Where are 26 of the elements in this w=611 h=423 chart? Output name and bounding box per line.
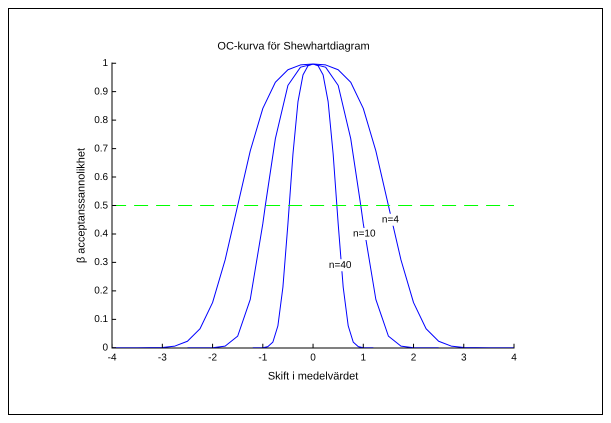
x-tick-label: 3 <box>460 352 467 364</box>
x-tick-label: -1 <box>258 352 268 364</box>
y-tick-label: 0.8 <box>94 114 109 126</box>
y-tick-label: 0 <box>102 342 109 354</box>
y-tick-label: 0.7 <box>94 143 109 154</box>
annotation: n=4 <box>382 214 400 226</box>
x-tick-label: -3 <box>158 352 168 364</box>
y-axis-title: β acceptanssannolikhet <box>76 148 88 264</box>
x-tick-label: 4 <box>511 352 518 364</box>
y-tick-label: 0.4 <box>94 228 109 240</box>
x-tick-label: 2 <box>410 352 417 364</box>
y-tick-label: 0.9 <box>94 86 109 98</box>
annotation: n=10 <box>353 228 376 240</box>
y-tick-label: 0.3 <box>94 257 109 268</box>
x-axis-title: Skift i medelvärdet <box>268 370 358 382</box>
x-tick-label: 1 <box>360 352 367 364</box>
chart-title: OC-kurva för Shewhartdiagram <box>217 40 370 53</box>
y-tick-label: 1 <box>102 58 109 69</box>
x-tick-label: -2 <box>208 352 218 364</box>
y-tick-label: 0.5 <box>94 200 109 212</box>
x-tick-label: -4 <box>108 352 117 364</box>
annotation: n=40 <box>328 260 352 272</box>
y-tick-label: 0.1 <box>94 314 109 326</box>
x-tick-label: 0 <box>310 352 316 364</box>
y-tick-label: 0.2 <box>94 286 109 297</box>
y-tick-label: 0.6 <box>94 172 109 183</box>
